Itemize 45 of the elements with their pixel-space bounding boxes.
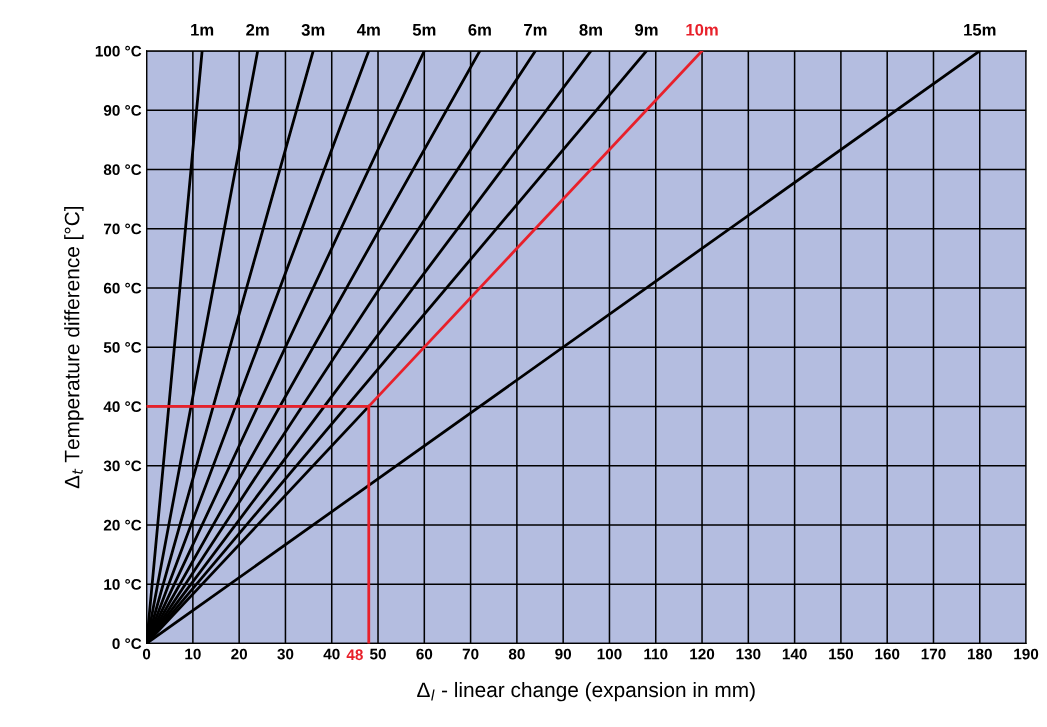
series-label: 4m <box>356 24 380 36</box>
x-tick-label: 10 <box>185 648 201 660</box>
x-tick-label: 50 <box>370 648 386 660</box>
y-tick-label: 60 °C <box>103 282 142 294</box>
series-label: 15m <box>964 24 996 36</box>
y-tick-label: 50 °C <box>103 342 142 353</box>
series-label: 9m <box>635 23 658 36</box>
series-label: 10m <box>686 23 718 36</box>
y-tick-label: 80 °C <box>103 164 142 176</box>
x-tick-label: 180 <box>967 648 992 660</box>
x-tick-label: 110 <box>644 648 668 660</box>
y-tick-label: 90 °C <box>103 105 142 116</box>
x-tick-label: 190 <box>1014 648 1039 660</box>
x-tick-label: 150 <box>829 648 854 660</box>
x-tick-label: 170 <box>921 648 946 660</box>
series-label: 3m <box>301 23 325 36</box>
annotation: 48 <box>346 649 363 661</box>
x-tick-label: 70 <box>462 648 479 660</box>
x-tick-label: 20 <box>231 648 248 660</box>
y-axis-title: Δ$_{t}$ Temperature difference [°C] <box>64 206 84 489</box>
series-label: 5m <box>412 24 436 36</box>
x-axis-title: Δ$_{l}$ - linear change (expansion in mm) <box>417 681 755 702</box>
x-tick-label: 90 <box>555 648 572 660</box>
series-label: 6m <box>468 23 491 36</box>
series-label: 7m <box>524 24 547 36</box>
x-tick-label: 30 <box>277 648 294 660</box>
y-tick-label: 0 °C <box>112 638 142 650</box>
y-tick-label: 10 °C <box>104 579 142 590</box>
x-tick-label: 130 <box>736 648 761 660</box>
y-tick-label: 20 °C <box>103 519 142 531</box>
x-tick-label: 80 <box>508 648 525 660</box>
x-tick-label: 60 <box>416 648 433 660</box>
y-tick-label: 70 °C <box>104 223 142 235</box>
y-tick-label: 40 °C <box>103 401 142 413</box>
x-tick-label: 100 <box>597 648 622 660</box>
x-tick-label: 40 <box>323 648 340 660</box>
x-tick-label: 0 <box>142 648 151 660</box>
series-label: 1m <box>191 24 214 36</box>
x-tick-label: 140 <box>782 648 807 660</box>
series-label: 2m <box>246 23 269 36</box>
x-tick-label: 160 <box>875 648 900 660</box>
y-tick-label: 30 °C <box>103 460 142 472</box>
series-label: 8m <box>579 23 602 36</box>
x-tick-label: 120 <box>690 648 715 660</box>
y-tick-label: 100 °C <box>95 45 142 57</box>
